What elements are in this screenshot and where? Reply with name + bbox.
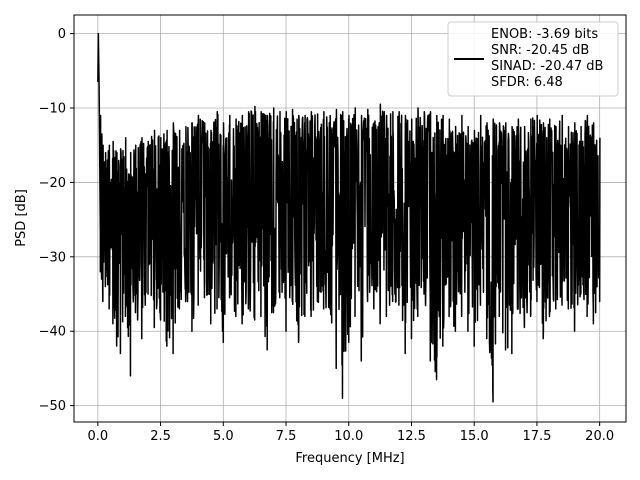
legend: ENOB: -3.69 bits SNR: -20.45 dB SINAD: -… <box>447 21 619 97</box>
x-tick-label: 0.0 <box>87 429 108 444</box>
x-axis-label: Frequency [MHz] <box>295 451 404 466</box>
x-tick-label: 5.0 <box>213 429 234 444</box>
legend-sinad: SINAD: -20.47 dB <box>491 59 603 74</box>
x-axis: 0.0 2.5 5.0 7.5 10.0 12.5 15.0 17.5 20.0 <box>87 422 614 444</box>
legend-enob: ENOB: -3.69 bits <box>491 27 598 42</box>
psd-series <box>97 32 601 403</box>
y-tick-label: 0 <box>58 27 66 42</box>
psd-line <box>97 32 601 403</box>
y-tick-label: −30 <box>39 250 66 265</box>
y-axis: 0 −10 −20 −30 −40 −50 <box>39 27 74 414</box>
legend-sfdr: SFDR: 6.48 <box>491 75 563 90</box>
x-tick-label: 7.5 <box>276 429 297 444</box>
legend-snr: SNR: -20.45 dB <box>491 43 589 58</box>
y-tick-label: −10 <box>39 102 66 117</box>
x-tick-label: 15.0 <box>460 429 489 444</box>
x-tick-label: 12.5 <box>397 429 426 444</box>
x-tick-label: 17.5 <box>522 429 551 444</box>
x-tick-label: 2.5 <box>150 429 171 444</box>
plot-frame <box>73 14 627 423</box>
legend-box <box>447 21 619 97</box>
y-tick-label: −20 <box>39 176 66 191</box>
x-tick-label: 10.0 <box>334 429 363 444</box>
y-tick-label: −40 <box>39 325 66 340</box>
y-tick-label: −50 <box>39 399 66 414</box>
y-axis-label: PSD [dB] <box>14 189 29 247</box>
x-tick-label: 20.0 <box>585 429 614 444</box>
